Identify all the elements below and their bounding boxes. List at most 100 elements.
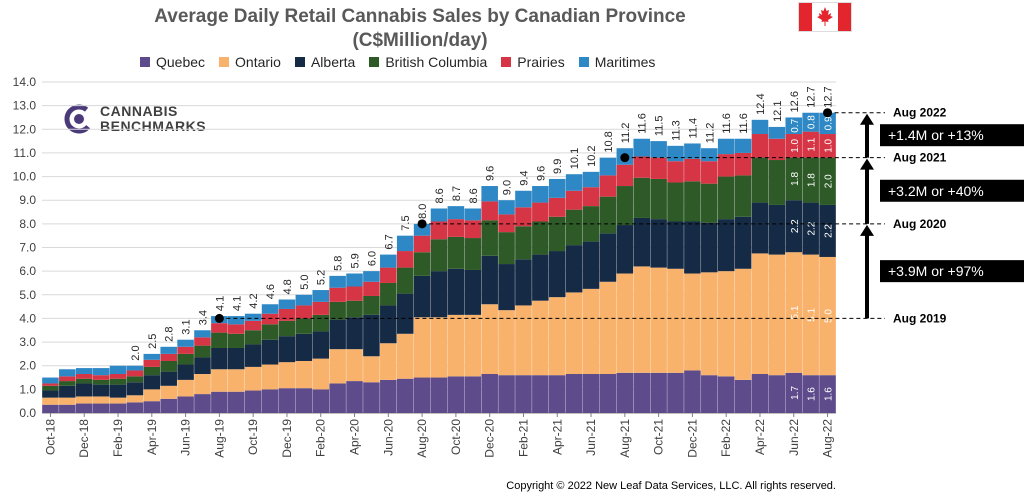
segment-value-label: 0.8 xyxy=(807,115,818,129)
bar-segment xyxy=(599,175,617,197)
bar-segment xyxy=(464,376,482,413)
bar-segment xyxy=(532,202,549,222)
bar-segment xyxy=(701,148,718,162)
bar-segment xyxy=(430,271,448,318)
change-box xyxy=(880,179,1024,202)
y-tick-label: 5.0 xyxy=(19,288,36,302)
bar-segment xyxy=(143,375,161,390)
bar-segment xyxy=(751,134,769,158)
bar-segment xyxy=(684,181,701,222)
bar-segment xyxy=(667,161,684,183)
bar-total-label: 6.0 xyxy=(366,251,378,266)
bar-segment xyxy=(177,379,194,397)
milestone-label: Aug 2021 xyxy=(893,151,947,165)
bar-segment xyxy=(819,375,836,413)
bar-segment xyxy=(346,317,363,350)
bar-segment xyxy=(177,364,194,380)
y-tick-label: 9.0 xyxy=(19,193,36,207)
bar-segment xyxy=(802,202,819,255)
bar-total-label: 11.6 xyxy=(637,113,649,134)
bar-segment xyxy=(633,217,651,267)
bar-segment xyxy=(143,353,161,360)
bar-segment xyxy=(599,373,617,413)
bar-segment xyxy=(515,375,532,413)
y-tick-label: 14.0 xyxy=(13,75,37,89)
bar-segment xyxy=(819,134,836,158)
bar-segment xyxy=(430,317,448,378)
bar-segment xyxy=(768,375,786,413)
bar-segment xyxy=(160,398,177,413)
bar-segment xyxy=(211,323,228,333)
bar-segment xyxy=(312,331,330,359)
bar-segment xyxy=(143,401,161,413)
bar-segment xyxy=(143,389,161,402)
bar-segment xyxy=(548,375,566,413)
bar-segment xyxy=(785,200,803,253)
bar-segment xyxy=(481,373,498,413)
legend: Quebec Ontario Alberta British Columbia Prai… xyxy=(140,54,655,70)
bar-segment xyxy=(346,286,363,301)
bar-segment xyxy=(785,372,803,413)
legend-item: British Columbia xyxy=(369,54,487,70)
legend-item: Quebec xyxy=(140,54,205,70)
bar-total-label: 4.1 xyxy=(214,296,226,311)
legend-label: Prairies xyxy=(517,54,565,70)
legend-item: Prairies xyxy=(501,54,565,70)
bar-segment xyxy=(244,390,262,413)
segment-value-label: 5.1 xyxy=(807,307,818,321)
bar-segment xyxy=(295,294,313,306)
bar-segment xyxy=(498,200,515,215)
bar-segment xyxy=(633,138,651,157)
bar-segment xyxy=(329,383,346,413)
bar-segment xyxy=(599,281,617,374)
legend-label: British Columbia xyxy=(385,54,488,70)
bar-segment xyxy=(396,293,414,334)
bar-total-label: 2.0 xyxy=(130,345,142,360)
x-tick-label: Oct-19 xyxy=(246,419,260,455)
bar-segment xyxy=(346,349,363,382)
bar-segment xyxy=(278,362,296,389)
bar-segment xyxy=(227,369,245,392)
bar-segment xyxy=(481,201,498,221)
bar-segment xyxy=(599,196,617,234)
bar-segment xyxy=(751,119,769,135)
bar-segment xyxy=(380,267,397,283)
bar-segment xyxy=(177,396,194,413)
segment-value-label: 1.0 xyxy=(824,138,835,152)
bar-segment xyxy=(363,382,380,413)
bar-segment xyxy=(667,145,684,162)
bar-segment xyxy=(42,377,59,384)
milestone-label: Aug 2020 xyxy=(893,217,947,231)
bar-segment xyxy=(42,390,59,398)
segment-value-label: 1.1 xyxy=(807,137,818,151)
bar-segment xyxy=(380,343,397,380)
bar-segment xyxy=(582,187,600,207)
bar-segment xyxy=(616,372,634,413)
x-tick-label: Apr-19 xyxy=(145,419,159,455)
bar-segment xyxy=(802,112,819,132)
bar-segment xyxy=(413,252,431,276)
bar-segment xyxy=(599,233,617,282)
bar-segment xyxy=(363,314,380,357)
bar-segment xyxy=(582,171,600,188)
bar-total-label: 9.6 xyxy=(535,166,547,181)
bar-segment xyxy=(295,318,313,334)
bar-segment xyxy=(717,271,735,377)
bar-segment xyxy=(701,222,718,273)
bar-segment xyxy=(92,379,110,385)
copyright-text: Copyright © 2022 New Leaf Data Services,… xyxy=(506,480,836,492)
bar-segment xyxy=(684,143,701,159)
bar-total-label: 11.2 xyxy=(620,123,632,144)
bar-segment xyxy=(160,385,177,399)
y-tick-label: 2.0 xyxy=(19,359,36,373)
bar-segment xyxy=(515,259,532,306)
bar-segment xyxy=(109,384,127,398)
change-arrow-head xyxy=(860,224,874,236)
bar-segment xyxy=(717,376,735,413)
bar-segment xyxy=(75,373,93,379)
x-tick-label: Dec-19 xyxy=(280,419,294,458)
canada-flag-icon xyxy=(798,2,852,32)
bar-segment xyxy=(244,330,262,345)
bar-segment xyxy=(548,197,566,217)
bar-segment xyxy=(109,378,127,385)
